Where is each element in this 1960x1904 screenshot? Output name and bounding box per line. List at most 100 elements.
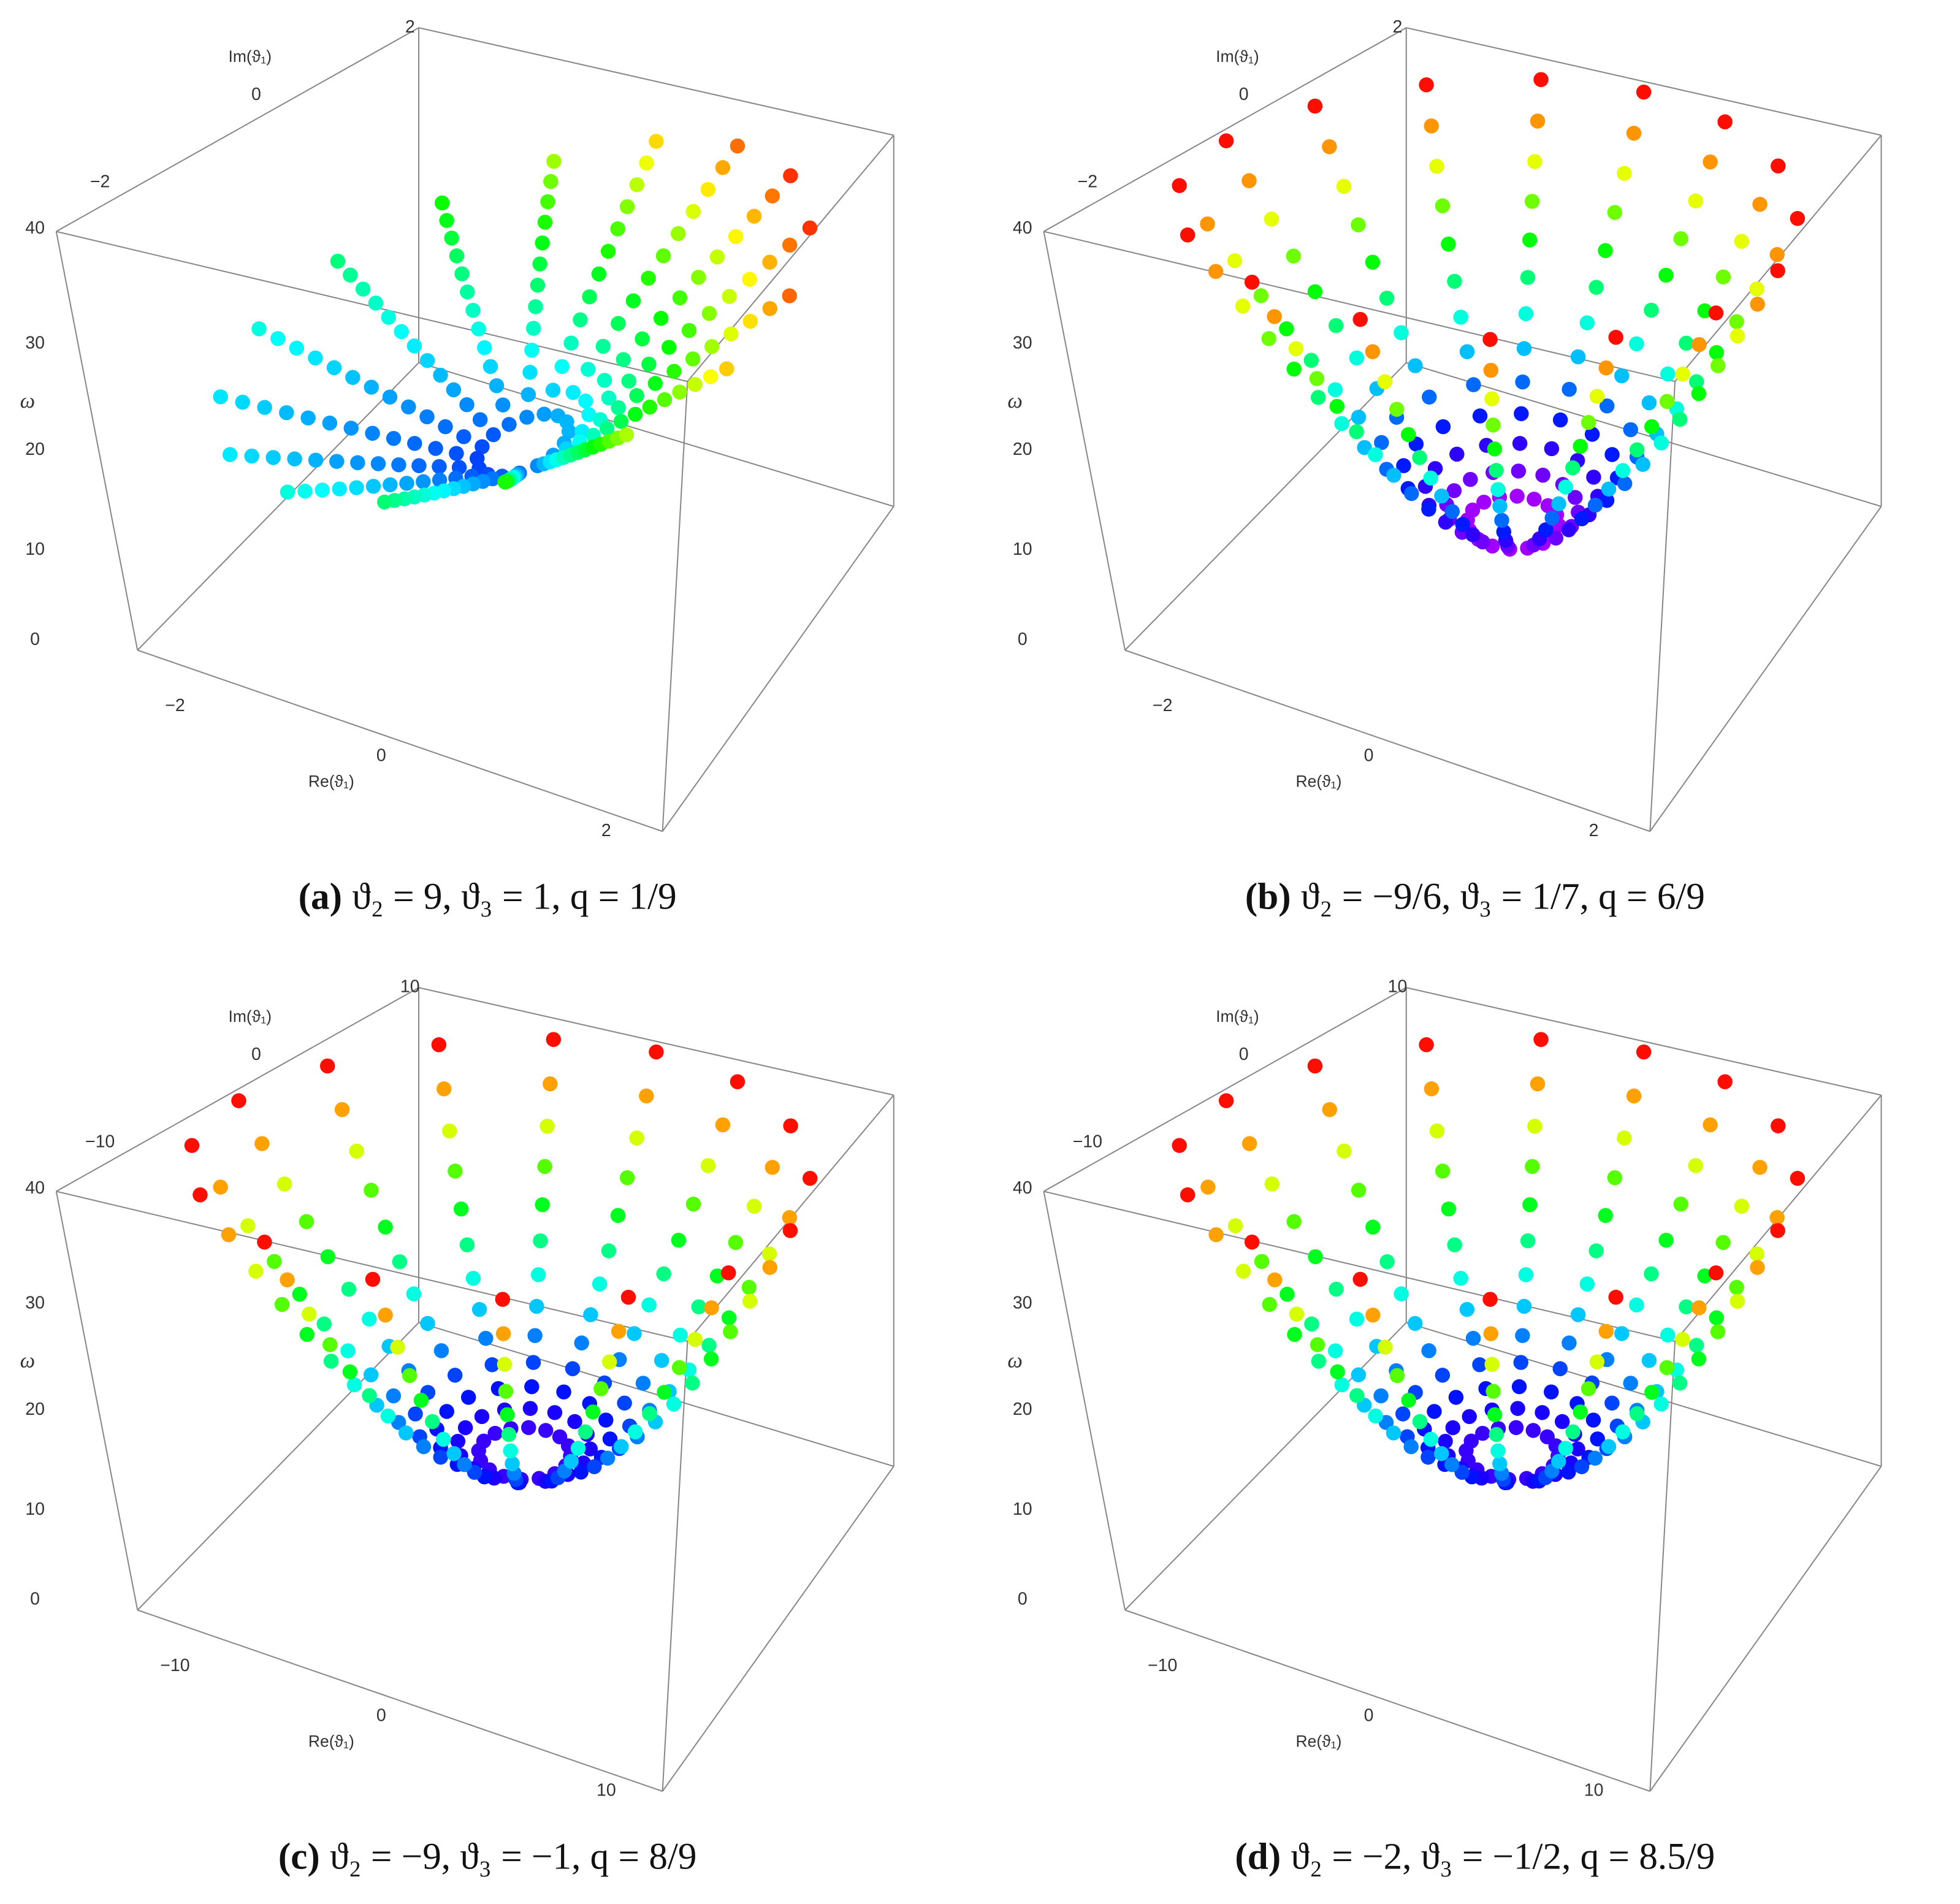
point — [1729, 1293, 1745, 1309]
re-axis-label: Re(ϑ₁) — [1296, 1732, 1342, 1751]
point — [543, 173, 559, 189]
point — [471, 321, 486, 337]
point — [1629, 336, 1644, 352]
point — [762, 254, 777, 270]
point — [1626, 1088, 1642, 1104]
point — [477, 340, 492, 356]
point — [1462, 1409, 1477, 1425]
point — [257, 1234, 272, 1250]
point — [1218, 1093, 1234, 1108]
point — [715, 160, 731, 175]
re-tick-label: 2 — [1589, 821, 1599, 840]
point — [1349, 424, 1364, 440]
point — [1615, 1424, 1631, 1439]
point — [701, 306, 717, 321]
point — [1396, 458, 1411, 473]
point — [656, 1266, 671, 1282]
point — [627, 1326, 642, 1341]
point — [532, 256, 547, 272]
point — [521, 387, 536, 402]
point — [1379, 291, 1395, 306]
point — [1574, 1459, 1590, 1474]
point — [765, 188, 780, 204]
point — [1530, 1076, 1546, 1092]
point — [1435, 1163, 1451, 1179]
point — [419, 352, 435, 368]
point — [1717, 1074, 1733, 1089]
point — [1524, 194, 1540, 209]
point — [629, 177, 645, 192]
point — [762, 1260, 777, 1275]
point — [1697, 303, 1712, 319]
point — [1608, 330, 1623, 345]
point — [593, 1381, 609, 1396]
point — [1482, 332, 1498, 347]
point — [1607, 1170, 1623, 1186]
point — [639, 1088, 654, 1104]
point — [254, 1136, 270, 1151]
point — [1558, 1441, 1573, 1456]
point — [1688, 193, 1704, 209]
point — [666, 364, 682, 379]
point — [436, 1081, 452, 1097]
box-edge — [662, 506, 894, 832]
point — [342, 1364, 358, 1380]
box-edge — [662, 1466, 894, 1792]
point — [364, 1182, 379, 1198]
omega-tick-label: 40 — [25, 1178, 45, 1198]
point — [1614, 368, 1630, 384]
point — [489, 378, 505, 394]
point — [1307, 98, 1323, 114]
point — [1562, 1335, 1577, 1351]
point — [439, 213, 454, 228]
point — [270, 331, 286, 346]
omega-tick-label: 40 — [25, 218, 45, 238]
point — [1322, 1102, 1338, 1118]
point — [1492, 1456, 1508, 1471]
point — [519, 409, 535, 425]
point — [585, 1404, 601, 1420]
point — [1490, 1443, 1506, 1458]
point — [1749, 1246, 1764, 1262]
point — [1261, 331, 1276, 346]
point — [1421, 501, 1436, 517]
point — [1585, 1412, 1601, 1428]
point — [495, 1292, 511, 1307]
point — [376, 494, 392, 510]
point — [394, 324, 409, 340]
point — [441, 1123, 457, 1139]
point — [407, 436, 422, 451]
point — [474, 1409, 490, 1425]
point — [1673, 231, 1688, 246]
box-edge — [1406, 27, 1882, 136]
point — [1588, 280, 1604, 295]
point — [1570, 1307, 1586, 1322]
point — [341, 1281, 357, 1297]
point — [1641, 395, 1657, 411]
omega-tick-label: 10 — [25, 1499, 45, 1519]
point — [582, 1441, 598, 1457]
point — [439, 1404, 454, 1419]
point — [1771, 158, 1786, 173]
point — [454, 266, 470, 281]
point — [613, 414, 629, 429]
point — [326, 360, 342, 376]
im-tick-label: 2 — [1393, 17, 1403, 37]
point — [1552, 1361, 1568, 1377]
omega-tick-label: 0 — [30, 630, 40, 649]
panel: 10 0 −10 Im(ϑ₁) 40 30 20 10 0 ω −10 0 10 Re(ϑ₁) (d) ϑ₂ … — [1007, 977, 1882, 1877]
point — [420, 1316, 435, 1331]
point — [1710, 358, 1726, 373]
point — [1518, 1267, 1534, 1282]
point — [1688, 1338, 1704, 1353]
point — [1599, 493, 1615, 508]
re-tick-label: −10 — [160, 1656, 189, 1675]
point — [765, 1160, 780, 1175]
point — [465, 302, 481, 318]
point — [1395, 1406, 1411, 1422]
caption-text: ϑ₂ = 9, ϑ₃ = 1, q = 1/9 — [352, 875, 676, 917]
point — [1487, 441, 1503, 457]
point — [642, 399, 658, 415]
point — [600, 243, 616, 259]
point — [1573, 438, 1588, 454]
